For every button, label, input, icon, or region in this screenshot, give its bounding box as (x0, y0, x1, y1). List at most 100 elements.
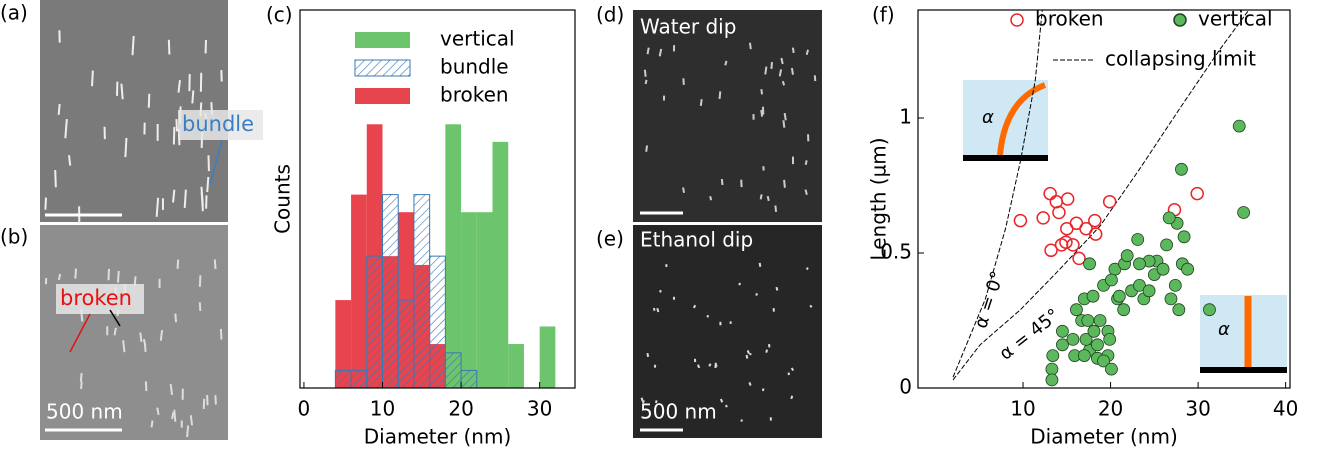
y-axis-label: Length (µm) (867, 137, 891, 260)
scale-bar-label: 500 nm (640, 400, 717, 424)
legend-label: vertical (440, 27, 515, 51)
hist-bar (461, 370, 477, 388)
hist-bar (430, 256, 446, 388)
nanowire (191, 415, 192, 425)
annotation: broken (60, 286, 132, 310)
nanowire (215, 259, 216, 269)
y-tick-label: 1 (899, 105, 912, 129)
nanowire (59, 104, 60, 115)
nanowire (152, 421, 153, 428)
nanowire (725, 61, 726, 65)
nanowire (709, 364, 710, 367)
nanowire (775, 205, 776, 211)
nanowire (646, 80, 647, 84)
data-point (1056, 339, 1068, 351)
nanowire (45, 198, 46, 210)
sem-image-d (633, 10, 822, 222)
inset-label: α (982, 107, 994, 128)
nanowire (161, 330, 162, 341)
nanowire (125, 138, 126, 157)
scale-bar-label: 500 nm (46, 400, 123, 424)
nanowire (776, 287, 777, 290)
data-point (1060, 236, 1072, 248)
panel-label: (c) (266, 3, 293, 27)
legend-swatch (355, 32, 410, 48)
y-axis-label: Counts (271, 164, 295, 234)
nanowire (187, 426, 188, 438)
hist-bar (414, 195, 430, 388)
x-tick-label: 30 (527, 397, 552, 421)
nanowire (726, 405, 727, 407)
hist-bar (493, 142, 509, 388)
data-point (1132, 234, 1144, 246)
nanowire (741, 420, 742, 422)
nanowire (200, 275, 201, 287)
nanowire (657, 308, 658, 312)
data-point (1104, 196, 1116, 208)
legend-swatch (355, 60, 410, 76)
data-point (1056, 239, 1068, 251)
hist-bar (367, 256, 383, 388)
hist-bar (398, 300, 414, 388)
x-axis-label: Diameter (nm) (364, 425, 512, 449)
data-point (1091, 339, 1103, 351)
nanowire (123, 340, 124, 352)
panel-label: (a) (0, 1, 28, 25)
nanowire (55, 170, 56, 187)
data-point (1203, 304, 1215, 316)
nanowire (173, 190, 174, 203)
hist-bar (508, 344, 524, 388)
nanowire (178, 260, 179, 269)
x-tick-label: 20 (1098, 397, 1123, 421)
nanowire (780, 69, 781, 76)
annotation: bundle (182, 112, 254, 136)
data-point (1047, 350, 1059, 362)
data-point (1073, 252, 1085, 264)
data-point (1046, 374, 1058, 386)
nanowire (806, 190, 807, 195)
nanowire (646, 145, 647, 151)
nanowire (765, 67, 766, 75)
x-tick-label: 10 (370, 397, 395, 421)
nanowire (115, 328, 116, 335)
nanowire (810, 305, 811, 307)
nanowire (761, 89, 762, 94)
nanowire (185, 190, 186, 208)
nanowire (174, 410, 175, 422)
nanowire (174, 127, 175, 145)
legend-marker (1011, 14, 1023, 26)
nanowire (648, 48, 649, 55)
nanowire (59, 274, 60, 280)
data-point (1105, 363, 1117, 375)
nanowire (785, 113, 786, 120)
data-point (1067, 333, 1079, 345)
nanowire (133, 36, 134, 55)
legend-label: bundle (440, 55, 509, 79)
nanowire (756, 293, 757, 295)
x-tick-label: 30 (1185, 397, 1210, 421)
data-point (1175, 163, 1187, 175)
nanowire (200, 302, 201, 311)
nanowire (722, 179, 723, 185)
data-point (1082, 315, 1094, 327)
nanowire (781, 58, 782, 64)
nanowire (749, 382, 750, 385)
data-point (1037, 212, 1049, 224)
data-point (1191, 188, 1203, 200)
nanowire (175, 314, 176, 323)
nanowire (140, 333, 141, 342)
nanowire (793, 48, 794, 53)
data-point (1182, 263, 1194, 275)
nanowire (791, 396, 792, 399)
nanowire (92, 71, 93, 87)
panel-label: (b) (0, 225, 28, 249)
nanowire (721, 399, 722, 402)
data-point (1050, 196, 1062, 208)
nanowire (715, 363, 716, 367)
nanowire (760, 263, 761, 267)
legend-label: collapsing limit (1105, 47, 1256, 71)
data-point (1113, 290, 1125, 302)
nanowire (75, 269, 76, 279)
data-point (1087, 290, 1099, 302)
data-point (1094, 315, 1106, 327)
